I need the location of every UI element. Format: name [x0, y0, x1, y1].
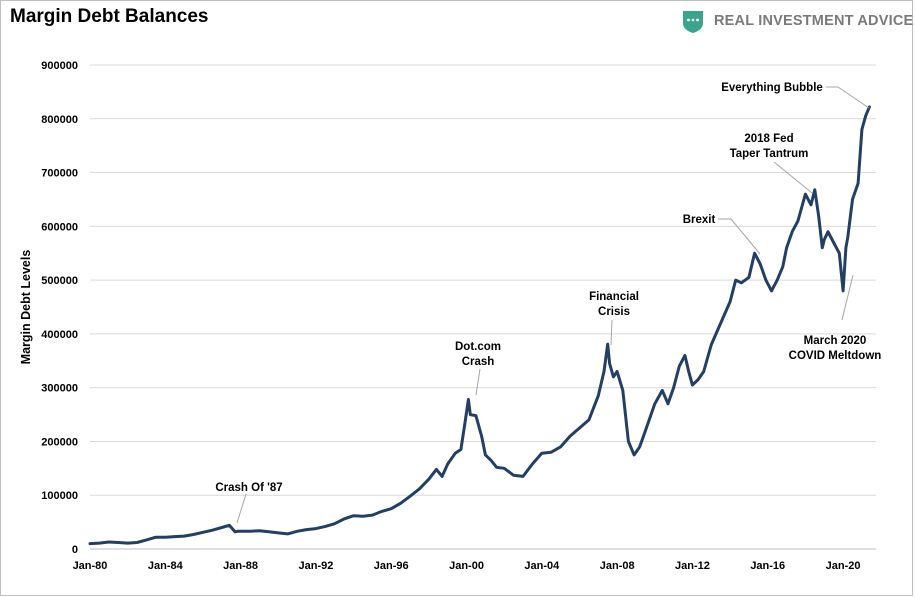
annotation-line: Everything Bubble [721, 82, 823, 94]
annotation-line: Crash [462, 356, 495, 368]
y-axis-ticks: 0 100000 200000 300000 400000 500000 600000 700… [41, 60, 78, 556]
x-tick-label: Jan-96 [374, 560, 409, 572]
annotation-line: 2018 Fed [744, 133, 793, 145]
x-tick-label: Jan-04 [524, 560, 560, 572]
annotation-line: Taper Tantrum [730, 148, 809, 160]
y-tick-label: 600000 [41, 221, 78, 233]
x-axis-ticks: Jan-80 Jan-84 Jan-88 Jan-92 Jan-96 Jan-00 Jan-… [73, 560, 861, 572]
y-tick-label: 700000 [41, 168, 78, 180]
annotation-leader [475, 368, 481, 396]
brand-shield-icon [683, 11, 703, 33]
y-tick-label: 800000 [41, 114, 78, 126]
annotation-leader [730, 218, 761, 255]
chart-title: Margin Debt Balances [10, 6, 209, 27]
annotation-label: Brexit [683, 214, 716, 226]
annotation-line: Dot.com [455, 341, 501, 353]
y-tick-label: 200000 [41, 436, 78, 448]
annotation-label: Dot.com Crash [455, 341, 501, 368]
x-tick-label: Jan-08 [600, 560, 635, 572]
annotation-line: Crisis [598, 306, 630, 318]
annotation-line: March 2020 [804, 335, 867, 347]
x-tick-label: Jan-00 [449, 560, 484, 572]
annotation-leader [841, 274, 854, 321]
annotation-label: March 2020 COVID Meltdown [789, 335, 882, 362]
x-tick-label: Jan-84 [148, 560, 184, 572]
brand-name: REAL INVESTMENT ADVICE [714, 13, 914, 29]
y-tick-label: 100000 [41, 490, 78, 502]
series-layer [88, 105, 871, 546]
x-tick-label: Jan-12 [675, 560, 710, 572]
y-tick-label: 300000 [41, 383, 78, 395]
annotation-line: Brexit [683, 214, 716, 226]
annotation-leader [837, 86, 870, 109]
annotation-leader [236, 493, 247, 524]
x-tick-label: Jan-88 [223, 560, 258, 572]
annotation-line: COVID Meltdown [789, 350, 882, 362]
x-tick-label: Jan-80 [73, 560, 108, 572]
x-tick-label: Jan-92 [298, 560, 333, 572]
y-tick-label: 0 [72, 544, 78, 556]
annotation-leader [773, 161, 813, 194]
brand-logo: REAL INVESTMENT ADVICE [680, 8, 913, 34]
annotation-label: Financial Crisis [589, 291, 639, 318]
series-line [88, 105, 871, 546]
annotations-layer: Crash Of '87 Dot.com Crash Financial Crisis B… [215, 82, 882, 524]
x-tick-label: Jan-16 [750, 560, 785, 572]
annotation-line: Financial [589, 291, 639, 303]
x-tick-label: Jan-20 [826, 560, 861, 572]
annotation-label: 2018 Fed Taper Tantrum [730, 133, 809, 160]
annotation-leader [610, 319, 613, 346]
y-tick-label: 900000 [41, 60, 78, 72]
y-axis-label: Margin Debt Levels [19, 250, 33, 365]
y-tick-label: 400000 [41, 329, 78, 341]
annotation-line: Crash Of '87 [215, 482, 282, 494]
y-tick-label: 500000 [41, 275, 78, 287]
gridlines [90, 64, 876, 496]
annotation-label: Crash Of '87 [215, 482, 282, 494]
annotation-label: Everything Bubble [721, 82, 823, 94]
